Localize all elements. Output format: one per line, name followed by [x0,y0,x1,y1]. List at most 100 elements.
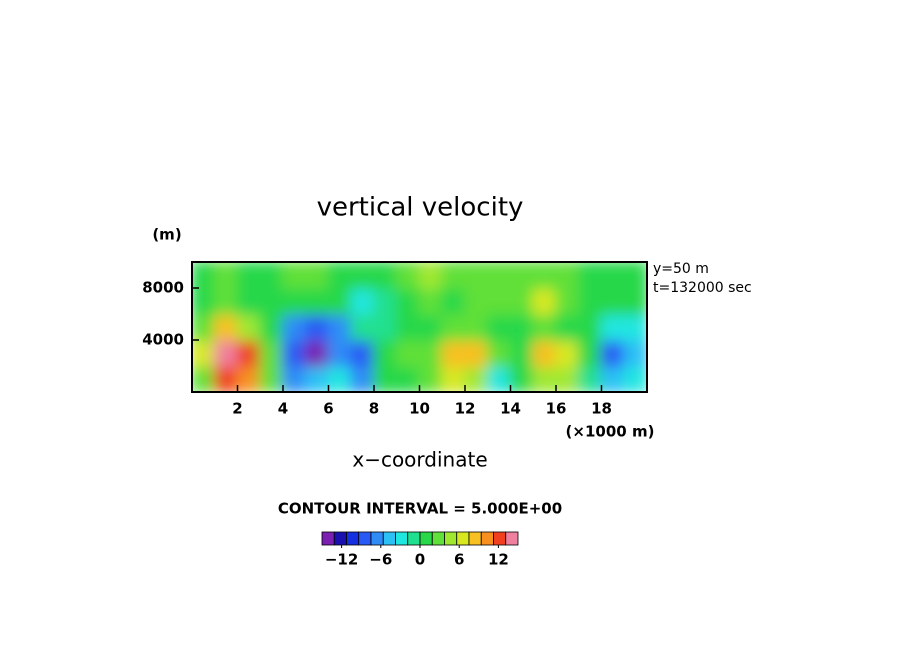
cell [395,339,421,367]
cell [373,287,398,315]
colorbar-box [480,531,494,546]
cell [441,287,466,315]
cell [259,339,284,367]
colorbar-box [358,531,372,546]
cell [395,313,421,341]
cell [304,365,330,392]
cell [418,339,444,367]
x-tick-label: 16 [546,400,567,418]
cell [213,262,239,289]
colorbar-box [321,531,335,546]
cell [213,313,239,341]
cell [192,365,216,392]
cell [327,262,353,289]
cell [259,313,284,341]
cell [532,313,557,341]
colorbar-box [431,531,445,546]
cell [304,262,330,289]
cell [236,287,262,315]
cell [350,262,375,289]
cell [282,339,307,367]
cell [464,262,489,289]
cell [600,262,626,289]
cell [327,339,353,367]
cell [395,287,421,315]
colorbar-box [346,531,360,546]
colorbar-tick-label: −12 [325,551,358,569]
cell [213,287,239,315]
cell [486,287,512,315]
cell [600,365,626,392]
cell [532,339,557,367]
x-unit: (×1000 m) [566,423,655,441]
colorbar-box [370,531,384,546]
cell [623,339,647,367]
colorbar-box [407,531,421,546]
cell [327,313,353,341]
cell [441,313,466,341]
y-tick-label: 4000 [142,331,184,349]
x-tick-label: 12 [455,400,476,418]
cell [532,365,557,392]
cell [282,262,307,289]
cell [213,339,239,367]
cell [282,287,307,315]
cell [259,287,284,315]
cell [600,313,626,341]
cell [236,339,262,367]
colorbar-box [456,531,470,546]
cell [555,262,580,289]
cell [418,262,444,289]
cell [350,365,375,392]
cell [509,287,535,315]
y-unit: (m) [152,226,181,244]
cell [304,313,330,341]
annotation: t=132000 sec [653,280,752,296]
cells [192,262,647,392]
cell [509,262,535,289]
contour-note: CONTOUR INTERVAL = 5.000E+00 [278,500,562,518]
cell [600,287,626,315]
cell [464,313,489,341]
cell [192,339,216,367]
cell [236,262,262,289]
cell [509,313,535,341]
cell [555,287,580,315]
field [192,262,647,392]
cell [418,287,444,315]
cell [395,365,421,392]
colorbar-tick-label: 6 [454,551,464,569]
x-tick-label: 14 [500,400,521,418]
cell [350,287,375,315]
cell [236,313,262,341]
cell [259,365,284,392]
cell [304,339,330,367]
cell [532,287,557,315]
cell [555,313,580,341]
colorbar-tick-label: 12 [488,551,509,569]
cell [192,313,216,341]
x-tick-label: 10 [409,400,430,418]
cell [577,365,603,392]
cell [441,262,466,289]
cell [577,313,603,341]
x-tick-label: 8 [369,400,379,418]
cell [236,365,262,392]
cell [464,365,489,392]
cell [486,313,512,341]
cell [282,365,307,392]
cell [577,339,603,367]
y-tick-label: 8000 [142,279,184,297]
cell [464,287,489,315]
x-tick-label: 6 [323,400,333,418]
cell [486,339,512,367]
cell [213,365,239,392]
annotation: y=50 m [653,261,709,277]
cell [373,262,398,289]
cell [259,262,284,289]
cell [282,313,307,341]
cell [441,339,466,367]
cell [486,262,512,289]
cell [373,313,398,341]
